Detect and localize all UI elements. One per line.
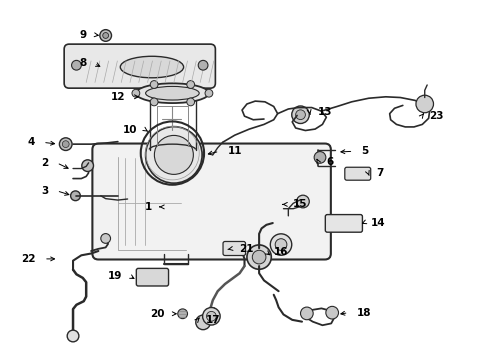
Circle shape	[252, 250, 265, 264]
Ellipse shape	[120, 56, 183, 78]
Text: 15: 15	[293, 199, 307, 210]
Text: 7: 7	[375, 168, 383, 178]
FancyBboxPatch shape	[92, 144, 330, 260]
Circle shape	[150, 81, 158, 89]
Text: 14: 14	[370, 218, 385, 228]
Text: 5: 5	[361, 146, 368, 156]
Circle shape	[313, 152, 325, 163]
Circle shape	[59, 138, 72, 150]
Circle shape	[67, 330, 79, 342]
Circle shape	[198, 60, 207, 70]
Circle shape	[270, 234, 291, 255]
Circle shape	[195, 315, 210, 330]
Ellipse shape	[145, 86, 199, 100]
FancyBboxPatch shape	[64, 44, 215, 88]
Text: 17: 17	[205, 315, 220, 325]
Circle shape	[178, 309, 187, 319]
Circle shape	[71, 60, 81, 70]
Ellipse shape	[136, 84, 208, 103]
Circle shape	[186, 98, 194, 106]
Circle shape	[206, 311, 216, 321]
Circle shape	[145, 127, 202, 183]
Circle shape	[154, 135, 193, 174]
Text: 1: 1	[144, 202, 152, 212]
Circle shape	[150, 98, 158, 106]
Text: 12: 12	[110, 92, 125, 102]
Text: 6: 6	[325, 157, 333, 167]
FancyBboxPatch shape	[325, 215, 362, 232]
Text: 4: 4	[28, 138, 35, 147]
Circle shape	[70, 191, 80, 201]
Text: 13: 13	[317, 107, 331, 117]
FancyBboxPatch shape	[223, 242, 245, 256]
Text: 21: 21	[238, 244, 253, 254]
Circle shape	[101, 234, 110, 243]
Circle shape	[204, 89, 212, 97]
Text: 20: 20	[149, 309, 164, 319]
Circle shape	[295, 110, 305, 120]
Circle shape	[81, 160, 93, 171]
Text: 2: 2	[41, 158, 49, 168]
FancyBboxPatch shape	[344, 167, 370, 180]
FancyBboxPatch shape	[136, 268, 168, 286]
Text: 16: 16	[273, 247, 287, 257]
Text: 23: 23	[429, 111, 443, 121]
Circle shape	[102, 32, 108, 39]
Circle shape	[300, 307, 312, 320]
Circle shape	[132, 89, 140, 97]
Circle shape	[296, 195, 308, 208]
Circle shape	[100, 30, 111, 41]
Text: 22: 22	[21, 254, 36, 264]
Text: 18: 18	[356, 308, 370, 318]
Circle shape	[291, 106, 308, 123]
Text: 9: 9	[79, 30, 86, 40]
Circle shape	[415, 95, 433, 113]
Circle shape	[325, 306, 338, 319]
Text: 19: 19	[107, 271, 122, 281]
Text: 8: 8	[79, 58, 86, 68]
Circle shape	[246, 245, 271, 269]
Text: 3: 3	[41, 186, 49, 196]
Circle shape	[202, 307, 220, 325]
Circle shape	[62, 141, 69, 148]
Text: 11: 11	[227, 146, 242, 156]
Circle shape	[275, 239, 286, 251]
Text: 10: 10	[122, 125, 137, 135]
Circle shape	[186, 81, 194, 89]
